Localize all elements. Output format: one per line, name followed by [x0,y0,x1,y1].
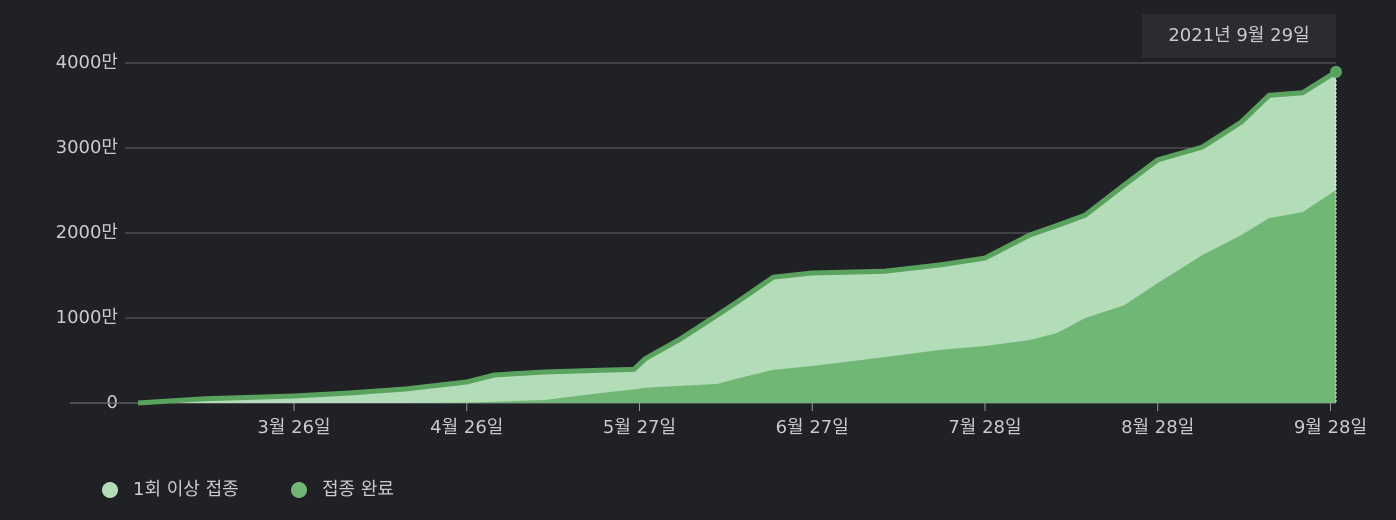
y-tick-label: 2000만 [56,222,118,243]
legend-marker [102,482,118,498]
y-tick-label: 1000만 [56,307,118,328]
x-tick-label: 4월 26일 [430,417,503,438]
tooltip-box [1142,14,1336,58]
hover-point [1330,65,1342,78]
x-tick-label: 8월 28일 [1121,417,1194,438]
y-tick-label: 3000만 [56,137,118,158]
x-tick-label: 5월 27일 [603,417,676,438]
x-tick-label: 7월 28일 [948,417,1021,438]
line [137,69,1338,406]
legend-marker [291,482,307,498]
tooltip: 2021년 9월 29일 [1168,25,1309,46]
x-tick-label: 6월 27일 [776,417,849,438]
legend-label: 1회 이상 접종 [133,479,239,500]
y-tick-label: 4000만 [56,52,118,73]
area [138,190,1336,403]
x-tick-label: 3월 26일 [257,417,330,438]
x-tick-label: 9월 28일 [1294,417,1367,438]
area [138,71,1336,404]
legend-label: 접종 완료 [322,479,394,500]
